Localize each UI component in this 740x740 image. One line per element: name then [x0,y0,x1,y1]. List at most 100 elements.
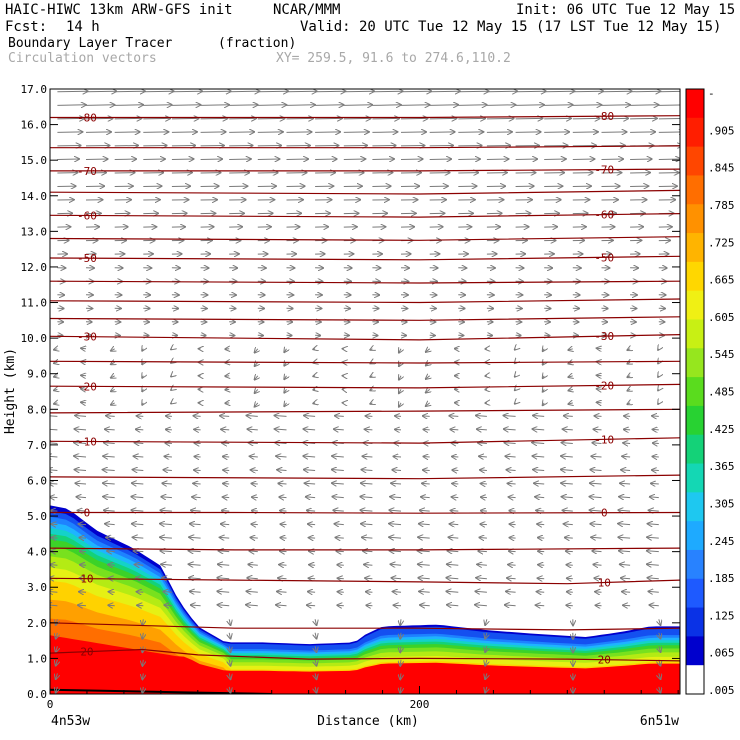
vector-arrow [220,416,230,417]
vector-arrow [275,416,287,417]
vector-arrow [658,118,680,120]
vector-arrow [81,389,86,390]
vector-arrow [221,524,230,525]
y-tick-label: 16.0 [21,119,48,132]
vector-arrow [510,538,516,539]
vector-arrow [365,429,373,430]
y-tick-label: 14.0 [21,190,48,203]
vector-arrow [370,403,372,404]
vector-arrow [649,510,659,511]
isotherm-line [50,474,680,480]
vector-arrow [189,578,201,579]
vector-arrow [85,132,111,133]
vector-arrow [195,443,201,444]
isotherm-line [50,334,680,341]
vector-arrow [142,659,143,666]
vector-arrow [284,389,286,392]
vector-arrow [143,105,171,106]
vector-arrow [190,591,201,592]
vector-arrow [475,605,487,606]
y-tick-label: 8.0 [27,403,47,416]
vector-arrow [103,456,115,457]
vector-arrow [280,511,287,512]
vector-arrow [194,470,201,471]
vector-arrow [418,578,430,579]
vector-arrow [619,551,631,552]
vector-arrow [309,578,316,579]
vector-arrow [192,497,201,498]
vector-arrow [538,565,545,566]
vector-arrow [162,483,172,484]
colorbar: - .905 .845 .785 .725 .665 .605 .545 .485 .425 .36… [685,87,735,697]
vector-arrow [448,551,459,552]
isotherm-label: -70 [77,165,97,178]
vector-arrow [533,470,545,471]
vector-arrow [276,605,287,606]
vector-arrow [223,484,230,485]
vector-arrow [478,443,487,444]
vector-arrow [389,524,402,525]
vector-arrow [485,619,487,625]
vector-arrow [278,578,287,579]
vector-arrow [315,686,316,693]
vector-arrow [363,456,373,457]
vector-arrow [567,565,573,566]
vector-arrow [105,429,115,430]
vector-arrow [399,349,401,353]
vector-arrow [505,443,516,444]
vector-arrow [143,118,170,119]
vector-arrow [304,416,316,417]
vector-arrow [533,456,545,457]
vector-arrow [458,132,483,133]
vector-arrow [286,159,309,160]
vector-arrow [658,376,659,377]
vector-arrow [74,443,87,444]
vector-arrow [538,578,545,579]
vector-arrow [171,118,199,119]
vector-arrow [658,389,659,390]
colorbar-swatch [686,636,704,666]
vector-arrow [229,659,230,666]
vector-arrow [479,538,487,539]
vector-arrow [56,686,58,693]
vector-arrow [426,376,430,379]
vector-arrow [567,592,573,593]
left-endpoint: 4n53w [51,714,90,729]
vector-arrow [536,605,545,606]
vector-arrow [590,510,602,511]
vector-arrow [57,132,82,133]
vector-arrow [618,510,631,511]
vector-arrow [255,349,258,353]
vector-arrow [252,511,258,512]
vector-arrow [193,483,201,484]
isotherm-label: -50 [77,252,97,265]
vector-arrow [449,416,459,417]
field-units: (fraction) [218,36,297,51]
vector-arrow [278,483,287,484]
colorbar-label: .845 [708,162,735,175]
vector-arrow [304,470,316,471]
vector-arrow [619,497,631,498]
vector-arrow [423,429,430,430]
model-title: HAIC-HIWC 13km ARW-GFS init [5,2,233,18]
vector-arrow [544,132,569,133]
vector-arrow [658,90,680,93]
vector-arrow [595,592,602,593]
vector-arrow [111,349,115,351]
y-tick-label: 1.0 [27,652,47,665]
vector-arrow [426,403,430,406]
vector-arrow [332,497,344,498]
vector-arrow [568,349,572,350]
vector-arrow [281,524,287,525]
vector-arrow [133,537,144,538]
vector-arrow [223,470,230,471]
vector-arrow [54,362,57,363]
vector-arrow [111,389,115,391]
vector-arrow [219,551,230,552]
vector-arrow [543,403,545,405]
vector-arrow [338,592,344,593]
vector-arrow [217,578,230,579]
vector-arrow [104,510,115,511]
isotherm-line [50,298,680,304]
vector-arrow [509,511,516,512]
